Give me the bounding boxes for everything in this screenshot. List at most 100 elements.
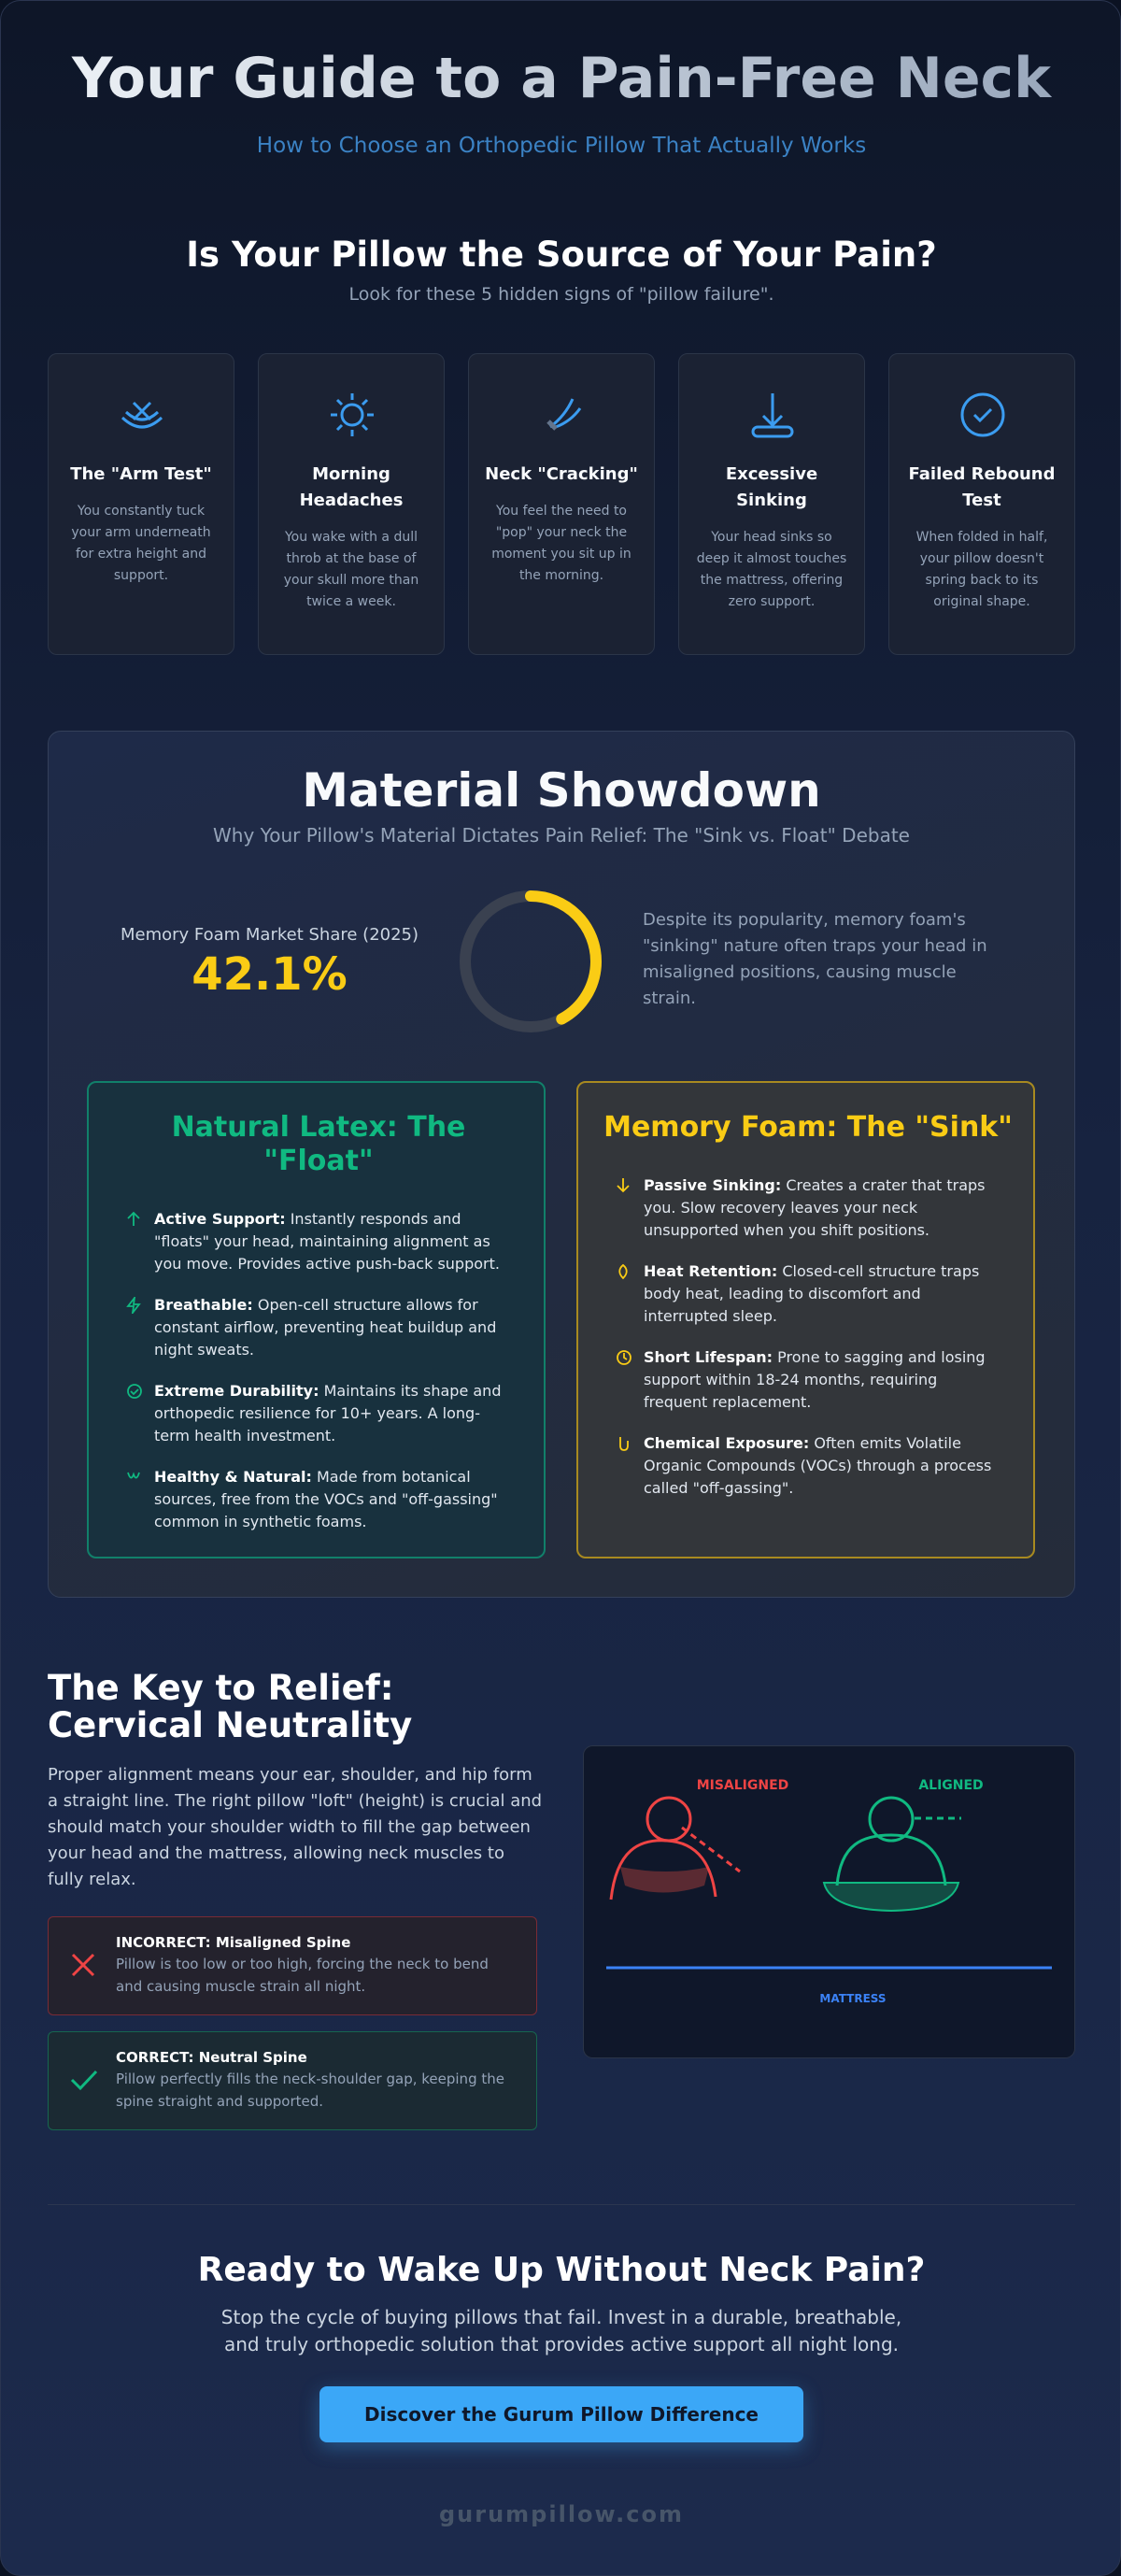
donut-arc [460,890,602,1032]
item-label: Chemical Exposure: [644,1434,810,1452]
donut [460,890,602,1032]
stat-note: Despite its popularity, memory foam's "s… [643,910,987,1008]
material-item: Breathable: Open-cell structure allows f… [126,1294,506,1361]
sign-icon [958,390,1008,444]
sign-icon [327,390,377,444]
material-item: Passive Sinking: Creates a crater that t… [617,1174,996,1242]
icon [546,398,582,431]
sign-card: Morning Headaches You wake with a dull th… [258,353,445,655]
material-item: Heat Retention: Closed-cell structure tr… [618,1260,996,1328]
page-title: Your Guide to a Pain-Free Neck [1,46,1120,111]
item-icon [617,1178,630,1193]
sign-text: You wake with a dull throb at the base o… [283,530,419,609]
sign-card: Failed Rebound Test When folded in half, … [888,353,1075,655]
pillow [620,1867,709,1893]
divider [48,2204,1075,2205]
cta-text: Stop the cycle of buying pillows that fa… [220,2306,902,2355]
item-text: Prone to sagging and losing support with… [644,1348,986,1411]
item-label: Heat Retention: [644,1262,778,1280]
correct-title: CORRECT: Neutral Spine [116,2049,307,2066]
item-text: Closed-cell structure traps body heat, l… [644,1262,980,1325]
incorrect-text: Pillow is too low or too high, forcing t… [116,1956,489,1995]
cta-button[interactable]: Discover the Gurum Pillow Difference [319,2386,803,2442]
incorrect-title: INCORRECT: Misaligned Spine [116,1934,351,1951]
sign-title: Excessive Sinking [725,464,818,510]
item-label: Extreme Durability: [154,1382,319,1400]
icon [751,393,794,438]
item-text: Open-cell structure allows for constant … [154,1296,497,1359]
item-text: Creates a crater that traps you. Slow re… [644,1176,986,1239]
sign-icon [747,390,798,444]
sign-text: When folded in half, your pillow doesn't… [915,530,1048,609]
icon [331,393,374,436]
item-label: Active Support: [154,1210,286,1228]
footer: gurumpillow.com [438,2501,685,2527]
item-icon [126,1297,141,1314]
sign-card: The "Arm Test" You constantly tuck your a… [48,353,234,655]
section-title: Is Your Pillow the Source of Your Pain? [186,235,937,275]
latex-card: Natural Latex: The "Float" Active Suppor… [87,1081,546,1558]
incorrect-box: INCORRECT: Misaligned Spine Pillow is to… [48,1916,537,2015]
stat-label: Memory Foam Market Share (2025) [120,925,419,945]
shoulder [835,1833,947,1886]
sign-title: Neck "Cracking" [485,464,638,484]
sign-card: Neck "Cracking" You feel the need to "pop… [468,353,655,655]
item-icon [127,1211,140,1226]
item-icon [619,1437,629,1451]
alignment-text: Proper alignment means your ear, shoulde… [48,1765,543,1889]
foam-items: Passive Sinking: Creates a crater that t… [617,1174,996,1500]
material-item: Chemical Exposure: Often emits Volatile … [619,1432,996,1500]
stat-value: 42.1% [192,948,348,1001]
item-label: Short Lifespan: [644,1348,773,1366]
foam-card: Memory Foam: The "Sink" Passive Sinking:… [576,1081,1035,1558]
latex-title: Natural Latex: The "Float" [171,1111,466,1177]
item-label: Breathable: [154,1296,253,1314]
sign-icon [117,390,167,444]
item-text: Maintains its shape and orthopedic resil… [154,1382,502,1445]
diagram-label: ALIGNED [918,1778,983,1793]
correct-box: CORRECT: Neutral Spine Pillow perfectly … [48,2031,537,2130]
material-title: Material Showdown [302,763,821,818]
icon [121,401,163,429]
sign-title: The "Arm Test" [70,464,212,484]
diagram-label: MISALIGNED [697,1778,789,1793]
item-icon [617,1350,631,1365]
sign-title: Morning Headaches [299,464,404,510]
latex-items: Active Support: Instantly responds and "… [126,1208,506,1533]
shoulder [609,1839,717,1900]
item-label: Passive Sinking: [644,1176,782,1194]
alignment-title: The Key to Relief: Cervical Neutrality [48,1668,413,1745]
pillow [822,1882,960,1913]
check-icon [70,2070,98,2091]
cta-title: Ready to Wake Up Without Neck Pain? [197,2251,926,2289]
foam-title: Memory Foam: The "Sink" [603,1111,1013,1144]
header: Your Guide to a Pain-Free Neck [1,46,1120,111]
item-icon [618,1263,628,1280]
icon [960,392,1005,437]
material-item: Healthy & Natural: Made from botanical s… [127,1466,506,1533]
sign-icon [537,390,588,444]
item-icon [127,1472,140,1479]
section-subtitle: Look for these 5 hidden signs of "pillow… [348,284,774,305]
diagram-label: MATTRESS [819,1992,886,2005]
head [868,1796,915,1843]
material-item: Short Lifespan: Prone to sagging and los… [617,1346,996,1414]
sign-text: You feel the need to "pop" your neck the… [491,504,631,583]
correct-text: Pillow perfectly fills the neck-shoulder… [116,2071,504,2110]
alignment-diagram: MISALIGNED ALIGNED MATTRESS [583,1745,1075,2058]
sign-text: You constantly tuck your arm underneath … [71,504,211,583]
material-item: Active Support: Instantly responds and "… [127,1208,506,1275]
x-icon [71,1953,95,1977]
sign-text: Your head sinks so deep it almost touche… [696,530,847,609]
item-label: Healthy & Natural: [154,1468,312,1486]
item-text: Instantly responds and "floats" your hea… [154,1210,500,1273]
sign-card: Excessive Sinking Your head sinks so deep… [678,353,865,655]
material-subtitle: Why Your Pillow's Material Dictates Pain… [213,824,910,847]
item-text: Often emits Volatile Organic Compounds (… [644,1434,992,1497]
page-subtitle: How to Choose an Orthopedic Pillow That … [256,134,867,158]
item-icon [127,1384,142,1399]
sign-title: Failed Rebound Test [908,464,1056,510]
material-item: Extreme Durability: Maintains its shape … [127,1380,506,1447]
item-text: Made from botanical sources, free from t… [154,1468,498,1530]
